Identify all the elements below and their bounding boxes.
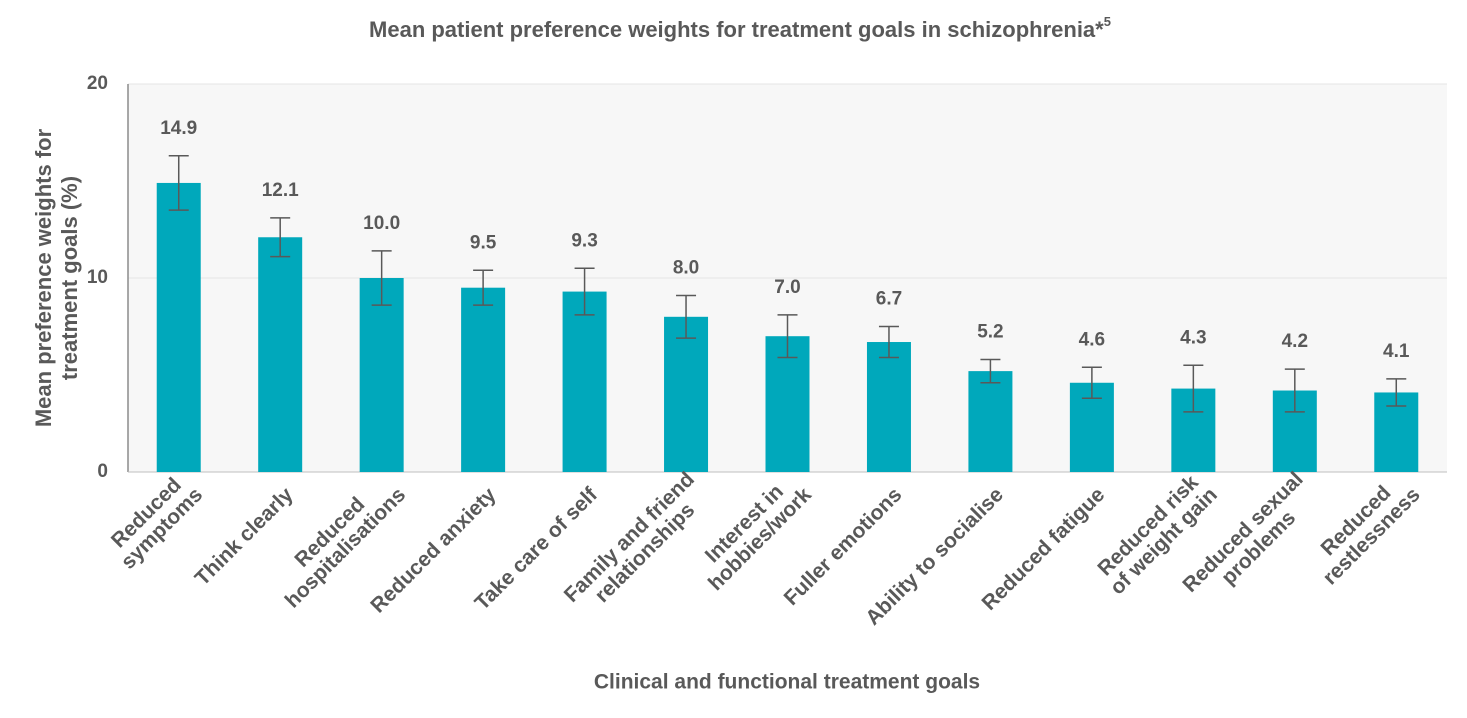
bar (765, 336, 810, 472)
data-label: 5.2 (977, 321, 1003, 342)
bar (156, 182, 201, 472)
data-label: 12.1 (262, 180, 299, 201)
bar (461, 287, 506, 472)
chart-title: Mean patient preference weights for trea… (369, 14, 1111, 41)
y-axis-title: Mean preference weights for treatment go… (31, 128, 82, 427)
title-text: Mean patient preference weights for trea… (369, 17, 1104, 42)
data-label: 6.7 (876, 289, 902, 310)
y-tick-label: 20 (87, 73, 108, 94)
data-label: 10.0 (363, 213, 400, 234)
title-superscript: 5 (1104, 14, 1111, 29)
bar (359, 278, 404, 472)
y-tick-label: 10 (87, 267, 108, 288)
bar (968, 371, 1013, 472)
data-label: 4.3 (1180, 327, 1206, 348)
data-label: 14.9 (160, 118, 197, 139)
data-label: 4.1 (1383, 341, 1410, 362)
data-label: 9.5 (470, 232, 497, 253)
bar (258, 237, 303, 472)
bar (562, 291, 607, 472)
y-axis-title-line: Mean preference weights for (31, 128, 56, 427)
data-label: 8.0 (673, 257, 699, 278)
bar (866, 342, 911, 472)
data-label: 4.2 (1282, 331, 1308, 352)
data-label: 9.3 (571, 230, 597, 251)
bar (664, 316, 709, 472)
y-tick-label: 0 (97, 461, 108, 482)
y-axis-title-line: treatment goals (%) (57, 176, 82, 380)
x-axis-title: Clinical and functional treatment goals (594, 671, 980, 694)
data-label: 4.6 (1079, 329, 1105, 350)
data-label: 7.0 (774, 277, 800, 298)
